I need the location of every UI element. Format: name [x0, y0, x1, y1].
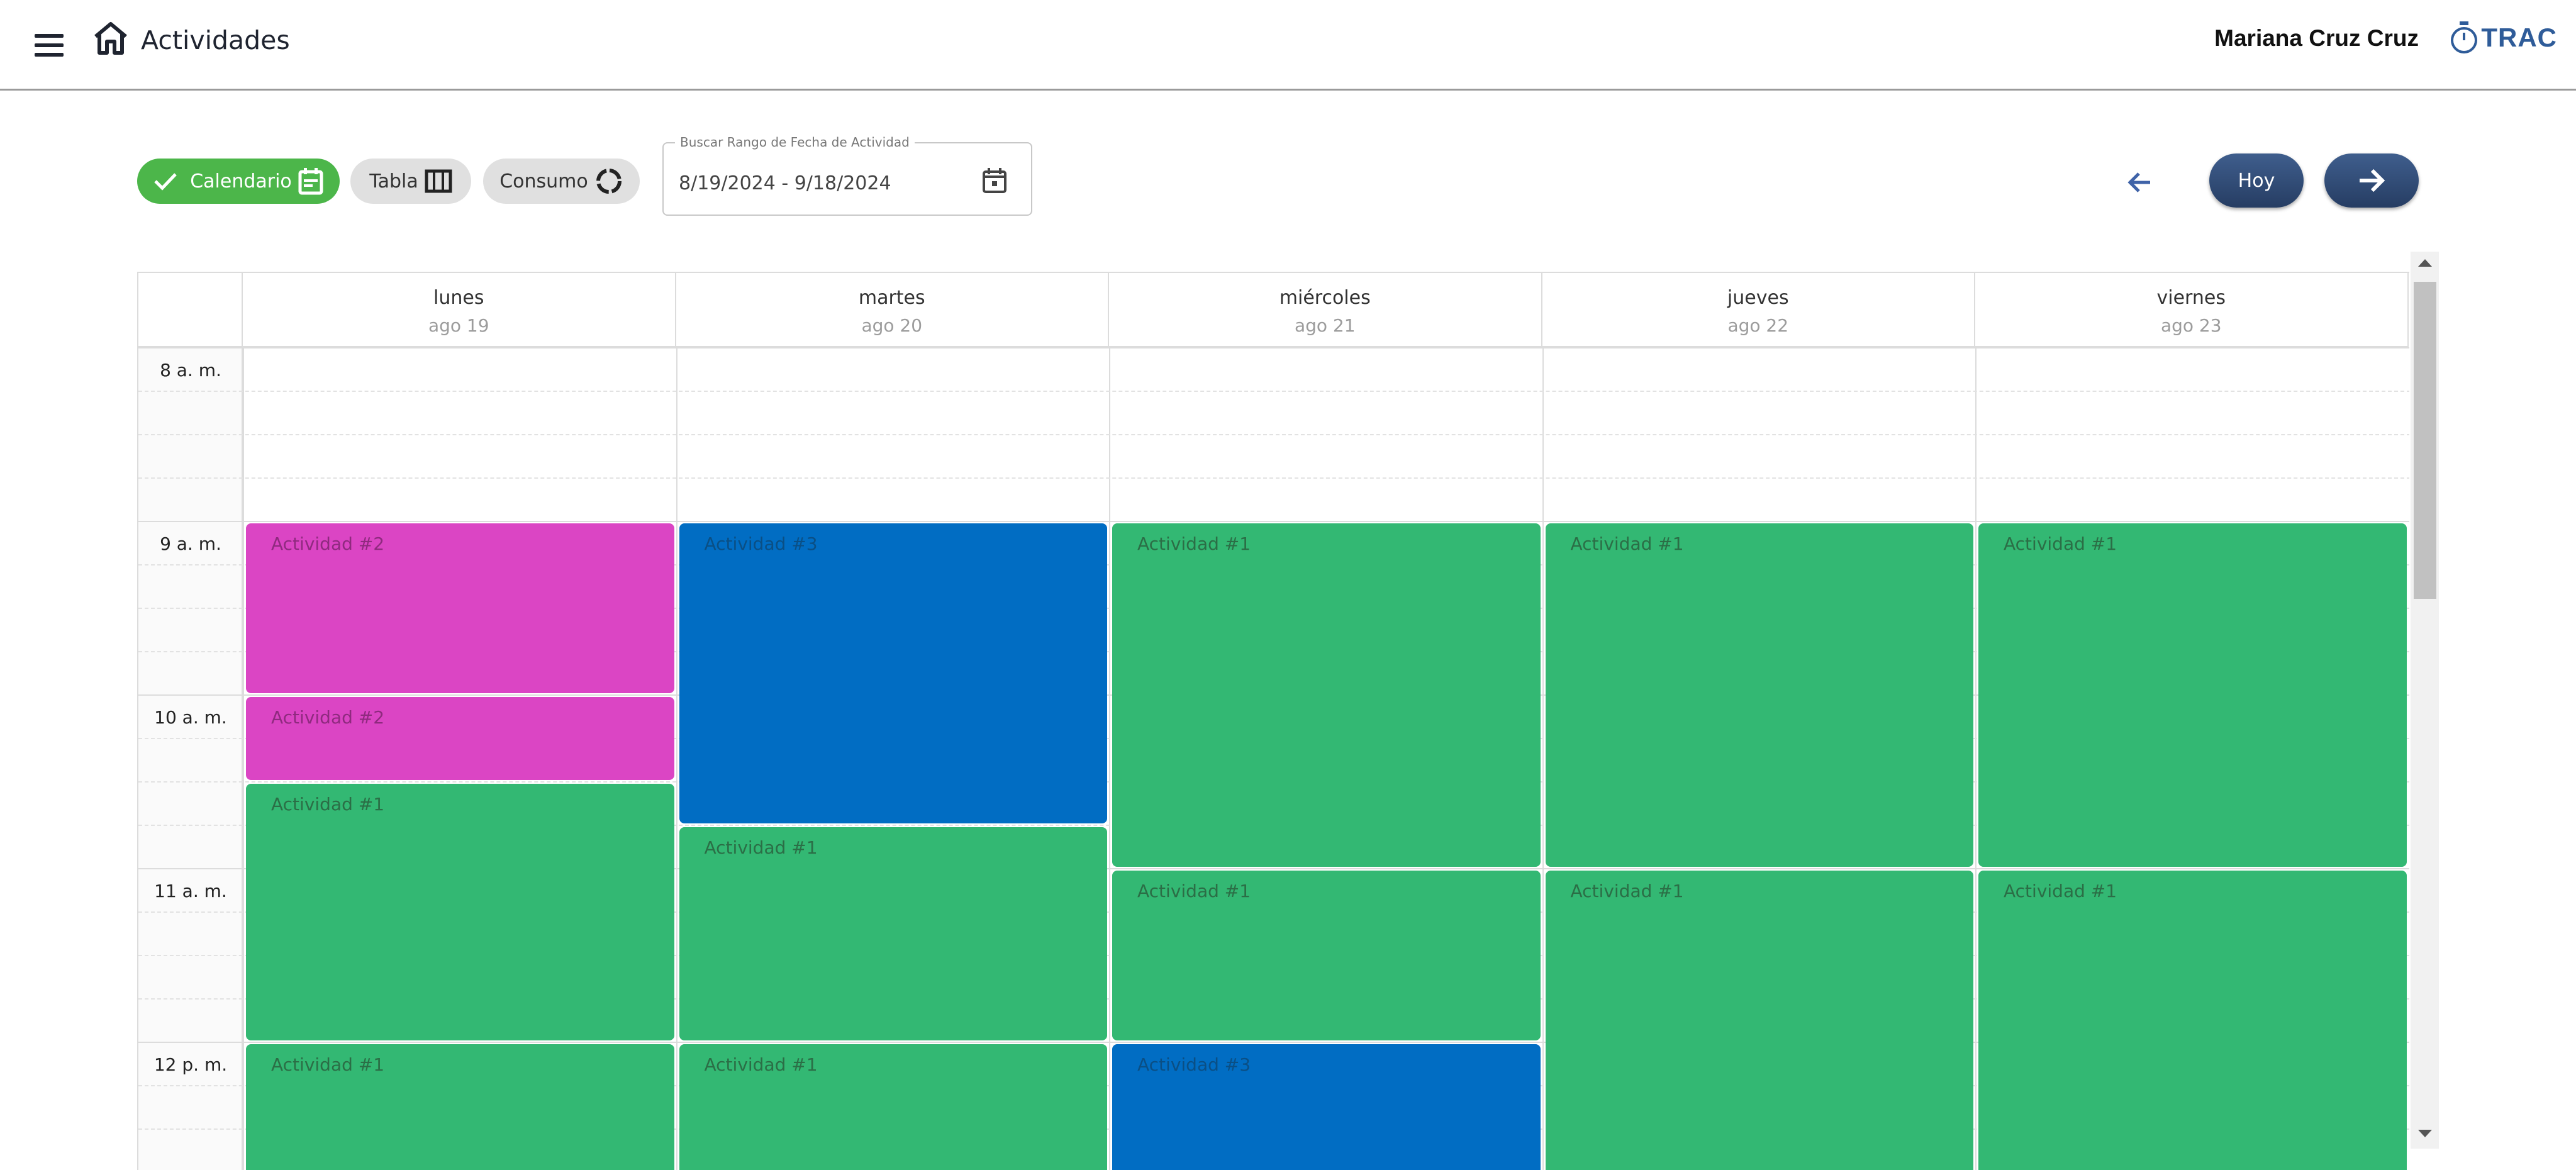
column-divider [676, 347, 677, 1170]
day-name: lunes [433, 287, 484, 309]
week-calendar: 8 a. m. 9 a. m. 10 a. m. 11 a. m. 12 p. m. l… [137, 272, 2409, 1170]
event-title: Actividad #1 [271, 1054, 385, 1075]
arrow-right-icon [2360, 169, 2385, 192]
previous-button[interactable] [2121, 164, 2159, 201]
day-date: ago 23 [2160, 315, 2222, 336]
view-table-button[interactable]: Tabla [350, 159, 471, 204]
calendar-event[interactable]: Actividad #1 [1545, 523, 1973, 867]
day-date: ago 19 [428, 315, 489, 336]
quarter-line [138, 391, 2409, 392]
top-bar: Actividades Mariana Cruz Cruz TRAC [0, 0, 2576, 91]
calendar-event[interactable]: Actividad #1 [1978, 871, 2407, 1170]
event-title: Actividad #1 [1570, 881, 1684, 901]
calendar-event[interactable]: Actividad #1 [246, 1044, 674, 1170]
calendar-event[interactable]: Actividad #1 [1112, 871, 1541, 1040]
event-title: Actividad #1 [2004, 881, 2117, 901]
hour-label: 12 p. m. [153, 1054, 228, 1075]
day-header-4: viernes ago 23 [1975, 273, 2409, 347]
day-header-0: lunes ago 19 [243, 273, 676, 347]
scroll-up-arrow[interactable] [2418, 259, 2432, 267]
hour-line [138, 1042, 2409, 1043]
quarter-line [138, 477, 2409, 479]
hour-label: 11 a. m. [154, 881, 227, 901]
calendar-event[interactable]: Actividad #1 [246, 784, 674, 1040]
day-date: ago 22 [1727, 315, 1789, 336]
event-title: Actividad #1 [704, 837, 818, 858]
hour-line [138, 521, 2409, 522]
calendar-picker-icon[interactable] [982, 167, 1007, 194]
column-divider [243, 347, 244, 1170]
day-header-1: martes ago 20 [676, 273, 1109, 347]
calendar-event[interactable]: Actividad #3 [679, 523, 1107, 823]
calendar-event[interactable]: Actividad #2 [246, 523, 674, 693]
brand-text: TRAC [2481, 23, 2557, 52]
event-title: Actividad #1 [1137, 533, 1251, 554]
calendar-event[interactable]: Actividad #1 [1978, 523, 2407, 867]
time-gutter-header [138, 273, 243, 347]
home-icon[interactable] [93, 21, 128, 55]
day-date: ago 21 [1294, 315, 1356, 336]
quarter-line [138, 434, 2409, 435]
brand-logo: TRAC [2448, 19, 2557, 57]
today-label: Hoy [2238, 169, 2275, 192]
time-gutter: 8 a. m. 9 a. m. 10 a. m. 11 a. m. 12 p. m. [138, 347, 243, 1170]
date-range-value[interactable]: 8/19/2024 - 9/18/2024 [679, 172, 891, 194]
date-range-field[interactable]: Buscar Rango de Fecha de Actividad 8/19/… [662, 135, 1032, 216]
column-divider [1542, 347, 1544, 1170]
menu-icon[interactable] [35, 33, 64, 58]
calendar-icon [298, 168, 323, 195]
event-title: Actividad #1 [271, 794, 385, 815]
view-calendar-label: Calendario [190, 170, 292, 192]
stopwatch-icon [2451, 21, 2478, 53]
day-name: miércoles [1279, 287, 1371, 309]
day-date: ago 20 [861, 315, 923, 336]
calendar-scrollbar[interactable] [2411, 252, 2439, 1149]
calendar-event[interactable]: Actividad #1 [679, 1044, 1107, 1170]
day-header-3: jueves ago 22 [1542, 273, 1975, 347]
day-header-2: miércoles ago 21 [1109, 273, 1542, 347]
column-divider [1109, 347, 1110, 1170]
view-table-label: Tabla [369, 170, 418, 192]
arrow-left-icon [2127, 172, 2150, 192]
today-button[interactable]: Hoy [2209, 153, 2304, 208]
event-title: Actividad #1 [704, 1054, 818, 1075]
view-calendar-button[interactable]: Calendario [137, 159, 340, 204]
calendar-event[interactable]: Actividad #3 [1112, 1044, 1541, 1170]
calendar-event[interactable]: Actividad #1 [1545, 871, 1973, 1170]
loading-circle-icon [596, 169, 622, 194]
event-title: Actividad #1 [1137, 881, 1251, 901]
day-name: jueves [1727, 287, 1789, 309]
day-name: viernes [2156, 287, 2226, 309]
date-range-label: Buscar Rango de Fecha de Actividad [675, 135, 915, 150]
event-title: Actividad #3 [1137, 1054, 1251, 1075]
user-name[interactable]: Mariana Cruz Cruz [2214, 25, 2419, 51]
check-icon [154, 173, 177, 191]
event-title: Actividad #3 [704, 533, 818, 554]
calendar-event[interactable]: Actividad #1 [1112, 523, 1541, 867]
hour-line [138, 868, 2409, 869]
hour-label: 10 a. m. [154, 707, 227, 728]
scroll-down-arrow[interactable] [2418, 1130, 2432, 1137]
scroll-thumb[interactable] [2414, 282, 2436, 599]
event-title: Actividad #1 [1570, 533, 1684, 554]
day-name: martes [858, 287, 925, 309]
column-divider [1975, 347, 1977, 1170]
event-title: Actividad #1 [2004, 533, 2117, 554]
event-title: Actividad #2 [271, 533, 385, 554]
view-consumption-label: Consumo [499, 170, 588, 192]
hour-label: 8 a. m. [160, 360, 221, 381]
hour-line [138, 347, 2409, 348]
page-title: Actividades [141, 25, 290, 55]
view-consumption-button[interactable]: Consumo [483, 159, 640, 204]
event-title: Actividad #2 [271, 707, 385, 728]
hour-label: 9 a. m. [160, 533, 221, 554]
calendar-event[interactable]: Actividad #2 [246, 697, 674, 780]
calendar-event[interactable]: Actividad #1 [679, 827, 1107, 1040]
table-columns-icon [425, 169, 452, 193]
next-button[interactable] [2324, 153, 2419, 208]
